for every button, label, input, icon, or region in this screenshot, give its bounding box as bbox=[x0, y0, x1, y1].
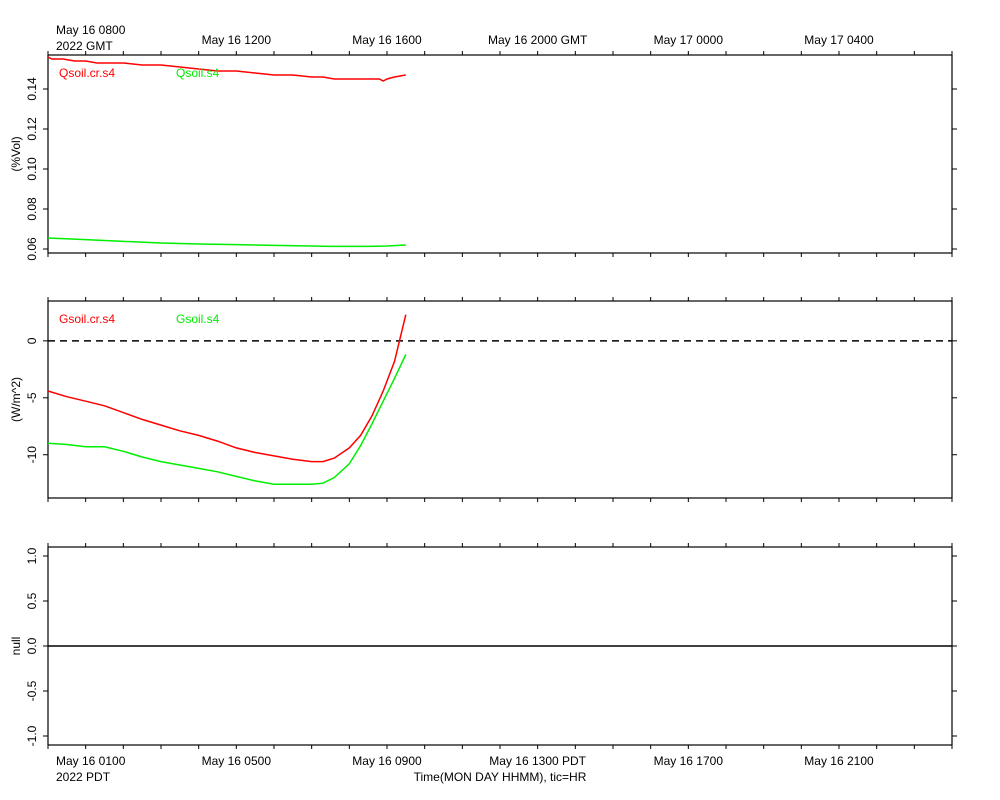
y-tick-label: -0.5 bbox=[25, 680, 39, 701]
x-bottom-tick-label: May 16 0100 bbox=[56, 754, 126, 768]
x-top-tick-label: May 16 0800 bbox=[56, 23, 126, 37]
x-bottom-tick-label: May 16 1300 PDT bbox=[489, 754, 586, 768]
series-line-Gsoil-cr-s4 bbox=[47, 314, 407, 463]
x-top-year-label: 2022 GMT bbox=[56, 39, 113, 53]
x-bottom-tick-label: May 16 0900 bbox=[352, 754, 422, 768]
x-bottom-tick-label: May 16 0500 bbox=[202, 754, 272, 768]
series-line-Qsoil-s4 bbox=[47, 237, 406, 248]
legend-entry-Gsoil-s4: Gsoil.s4 bbox=[176, 312, 220, 326]
y-tick-label: 0.12 bbox=[25, 117, 39, 141]
y-tick-label: -10 bbox=[25, 446, 39, 464]
y-tick-label: 0.0 bbox=[25, 637, 39, 654]
x-top-tick-label: May 16 2000 GMT bbox=[488, 33, 588, 47]
x-bottom-tick-label: May 16 1700 bbox=[654, 754, 724, 768]
x-top-tick-label: May 16 1200 bbox=[202, 33, 272, 47]
x-top-tick-label: May 17 0000 bbox=[654, 33, 724, 47]
y-tick-label: 0.10 bbox=[25, 157, 39, 181]
y-tick-label: 1.0 bbox=[25, 547, 39, 564]
panel-1: 0.06 0.08 0.10 0.12 0.14 (%Vol) Qsoil.cr.s4 Qso… bbox=[9, 51, 957, 261]
y-tick-label: 0.08 bbox=[25, 197, 39, 221]
panel-2: -10 -5 0 (W/m^2) Gsoil.cr.s4 Gsoil.s4 bbox=[9, 297, 957, 502]
y-tick-label: 0.06 bbox=[25, 237, 39, 261]
y-axis-label: (%Vol) bbox=[9, 136, 23, 171]
y-tick-label: -1.0 bbox=[25, 725, 39, 746]
series-line-Gsoil-s4 bbox=[47, 354, 407, 486]
legend-entry-Gsoil-cr-s4: Gsoil.cr.s4 bbox=[59, 312, 115, 326]
x-top-tick-label: May 16 1600 bbox=[352, 33, 422, 47]
y-tick-label: 0.5 bbox=[25, 592, 39, 609]
y-axis-label: (W/m^2) bbox=[9, 377, 23, 422]
series-line-Qsoil-cr-s4 bbox=[47, 56, 406, 82]
plot-frame bbox=[47, 300, 953, 499]
x-bottom-tick-label: May 16 2100 bbox=[804, 754, 874, 768]
panel-3: -1.0 -0.5 0.0 0.5 1.0 null bbox=[9, 543, 957, 749]
plot-frame bbox=[47, 54, 953, 254]
y-axis-label: null bbox=[9, 637, 23, 656]
x-top-tick-label: May 17 0400 bbox=[804, 33, 874, 47]
y-tick-label: -5 bbox=[25, 392, 39, 403]
x-bottom-year-label: 2022 PDT bbox=[56, 770, 111, 784]
y-tick-label: 0.14 bbox=[25, 77, 39, 101]
x-axis-label: Time(MON DAY HHMM), tic=HR bbox=[414, 770, 587, 784]
legend-entry-Qsoil-s4: Qsoil.s4 bbox=[176, 66, 220, 80]
legend-entry-Qsoil-cr-s4: Qsoil.cr.s4 bbox=[59, 66, 115, 80]
y-tick-label: 0 bbox=[25, 337, 39, 344]
